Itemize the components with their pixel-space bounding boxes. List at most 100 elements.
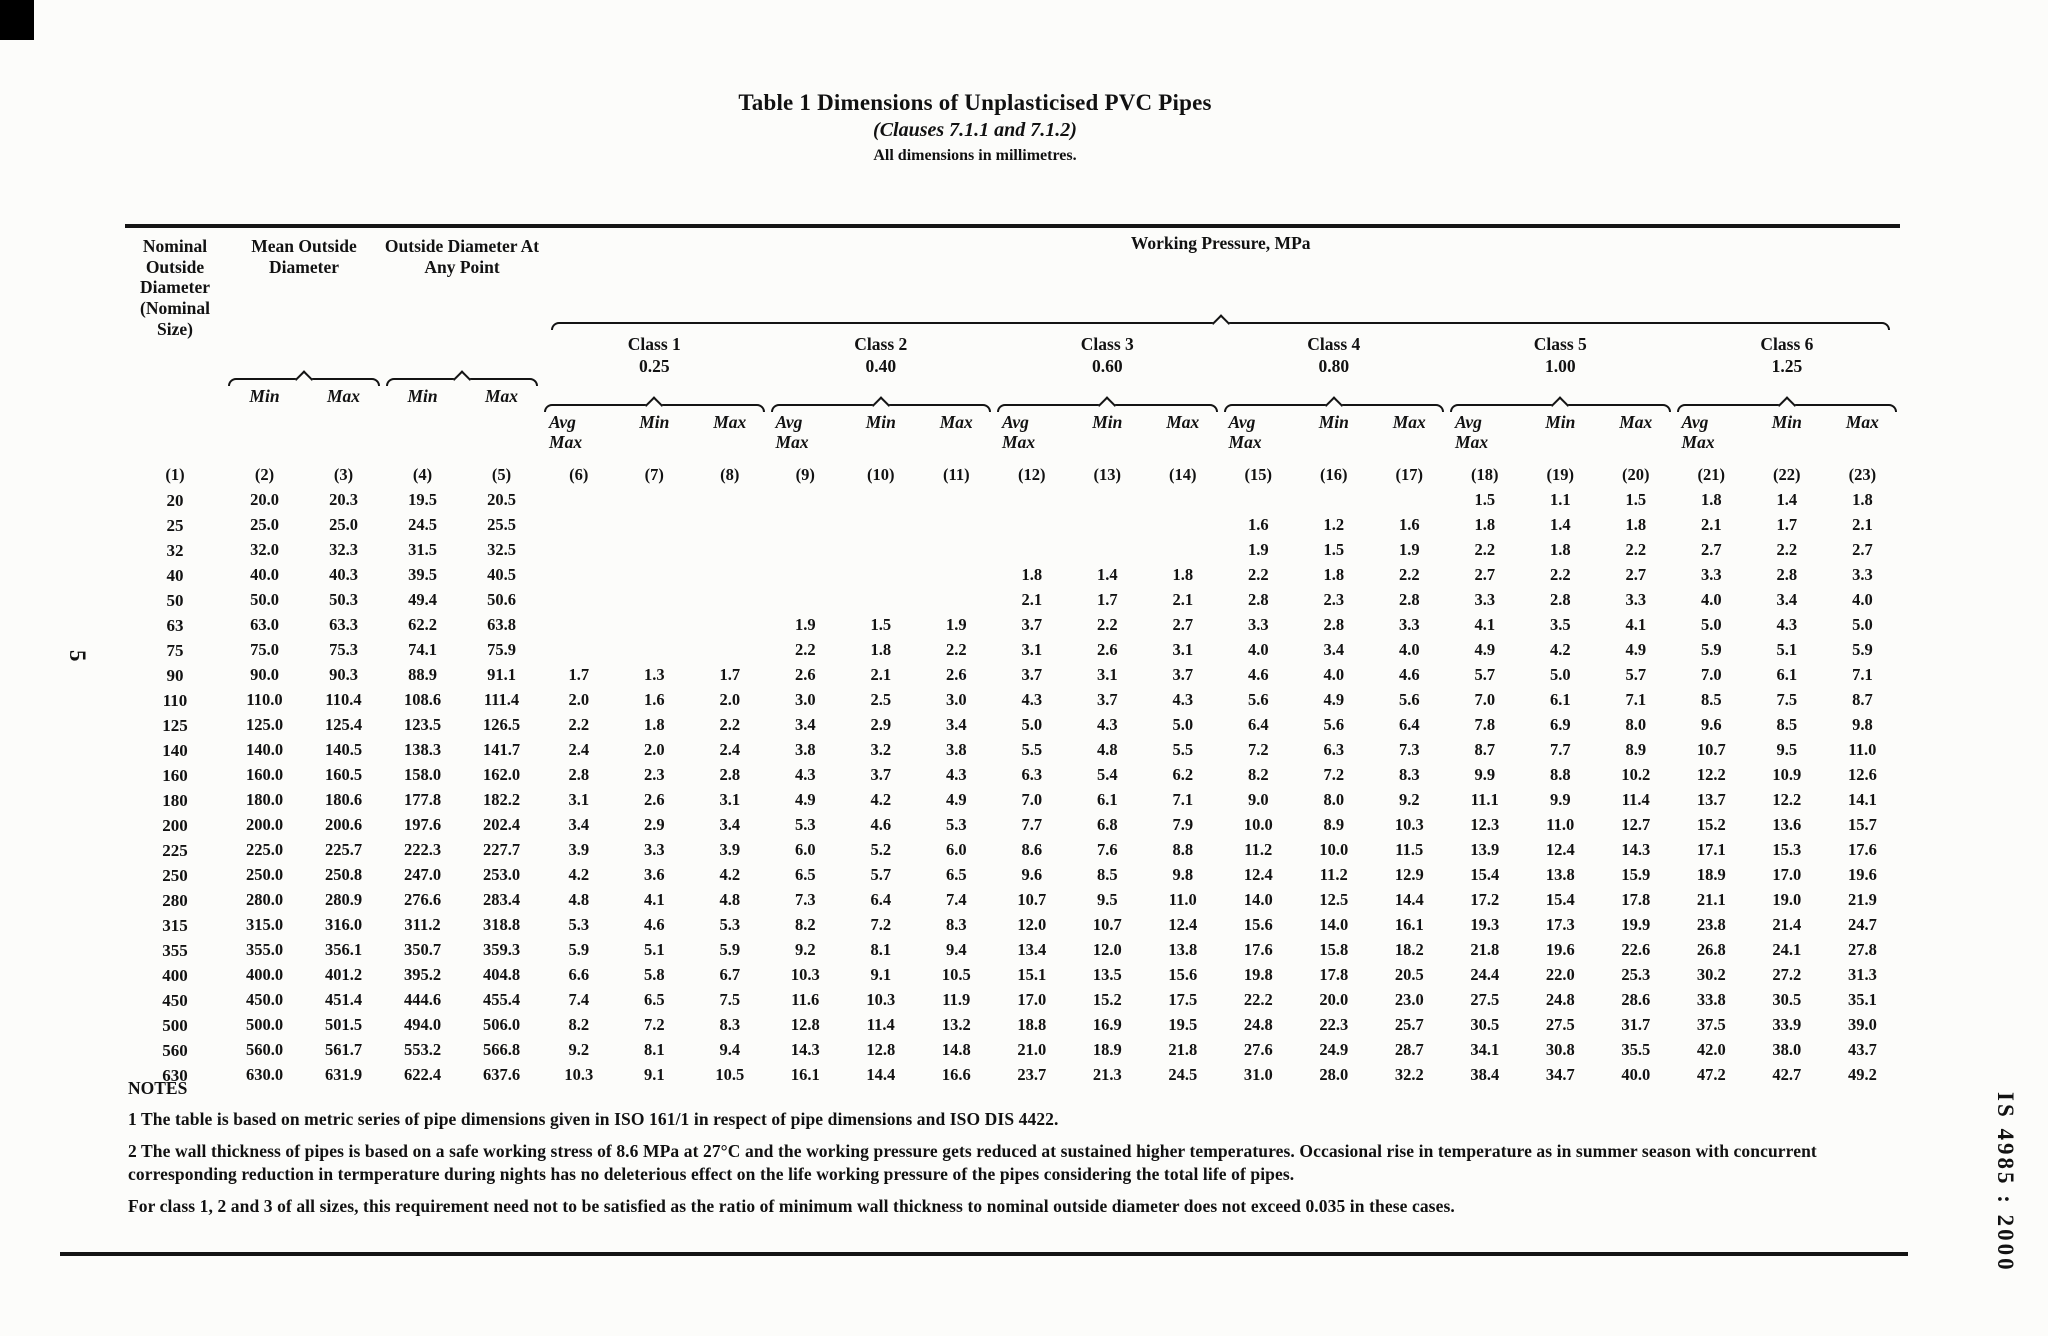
value-cell: [994, 538, 1070, 563]
value-cell: 111.4: [483, 690, 520, 710]
column-number: (11): [942, 465, 970, 484]
sub-header-avg: Avg Max: [1002, 412, 1036, 453]
value-cell: 21.8: [1168, 1040, 1198, 1060]
column-number: (2): [254, 465, 275, 484]
value-cell: 8.2: [794, 915, 816, 935]
value-cell: 2.6: [643, 790, 665, 810]
value-cell: 5.8: [643, 965, 665, 985]
value-cell: 12.8: [866, 1040, 896, 1060]
value-cell: 2.3: [1323, 590, 1345, 610]
value-cell: 7.7: [1549, 740, 1571, 760]
value-cell: 18.2: [1394, 940, 1424, 960]
value-cell: 15.2: [1696, 815, 1726, 835]
value-cell: 1.3: [643, 665, 665, 685]
brace-mean-od: [225, 330, 383, 389]
value-cell: [541, 613, 617, 638]
column-number: (3): [333, 465, 354, 484]
value-cell: 12.5: [1319, 890, 1349, 910]
value-cell: 5.7: [1474, 665, 1496, 685]
value-cell: 356.1: [324, 940, 363, 960]
value-cell: [617, 563, 693, 588]
value-cell: 12.4: [1168, 915, 1198, 935]
table-row: 25 25.0 25.0 24.5 25.5 1.6 1.2 1.6 1.8 1.4 1.8 2.1 1…: [125, 513, 1900, 538]
value-cell: 17.5: [1168, 990, 1198, 1010]
value-cell: 3.3: [643, 840, 665, 860]
column-number: (6): [569, 465, 589, 484]
value-cell: 15.2: [1092, 990, 1122, 1010]
value-cell: 75.0: [250, 640, 279, 660]
value-cell: 1.8: [1474, 515, 1496, 535]
value-cell: 50.3: [329, 590, 358, 610]
value-cell: 15.6: [1168, 965, 1198, 985]
value-cell: 28.0: [1319, 1065, 1349, 1085]
column-number: (7): [644, 465, 664, 484]
sub-header-avg: Avg Max: [549, 412, 583, 453]
value-cell: 1.1: [1549, 490, 1571, 510]
table-title: Table 1 Dimensions of Unplasticised PVC …: [738, 90, 1212, 115]
column-number: (22): [1773, 465, 1801, 484]
value-cell: [692, 488, 768, 513]
nominal-size-cell: 140: [162, 741, 188, 760]
value-cell: 5.4: [1096, 765, 1118, 785]
table-row: 50 50.0 50.3 49.4 50.6 2.1 1.7 2.1 2.8 2.3 2.8 3.3 2…: [125, 588, 1900, 613]
value-cell: 15.7: [1847, 815, 1877, 835]
value-cell: 315.0: [245, 915, 284, 935]
value-cell: [843, 513, 919, 538]
value-cell: 6.3: [1021, 765, 1043, 785]
value-cell: 5.6: [1247, 690, 1269, 710]
value-cell: 11.6: [791, 990, 820, 1010]
value-cell: 1.4: [1776, 490, 1798, 510]
value-cell: 5.7: [1625, 665, 1647, 685]
column-number: (5): [491, 465, 512, 484]
sub-header-max: Max: [484, 386, 519, 406]
value-cell: 12.8: [790, 1015, 820, 1035]
value-cell: 401.2: [324, 965, 363, 985]
value-cell: 1.9: [1247, 540, 1269, 560]
nominal-size-cell: 32: [166, 541, 184, 560]
value-cell: 10.3: [564, 1065, 594, 1085]
value-cell: 10.3: [790, 965, 820, 985]
value-cell: 25.5: [487, 515, 516, 535]
value-cell: 24.8: [1545, 990, 1575, 1010]
value-cell: 3.3: [1474, 590, 1496, 610]
column-number: (15): [1244, 465, 1273, 484]
column-number-row: (1) (2) (3) (4) (5) (6) (7) (8) (9) (10) (11) (12) (…: [125, 458, 1900, 488]
value-cell: 12.9: [1394, 865, 1424, 885]
value-cell: 158.0: [403, 765, 442, 785]
brace-od-any-point: [383, 330, 541, 389]
class-header: Class 4 0.80: [1307, 334, 1361, 376]
value-cell: 4.2: [719, 865, 741, 885]
value-cell: 15.8: [1319, 940, 1349, 960]
value-cell: 8.0: [1323, 790, 1345, 810]
value-cell: [919, 563, 995, 588]
value-cell: [994, 488, 1070, 513]
value-cell: 7.4: [568, 990, 590, 1010]
value-cell: 19.5: [408, 490, 437, 510]
value-cell: 10.9: [1772, 765, 1802, 785]
value-cell: 200.0: [245, 815, 284, 835]
value-cell: 16.6: [941, 1065, 971, 1085]
working-pressure-brace-row: [125, 306, 1900, 333]
value-cell: 13.2: [941, 1015, 971, 1035]
pipe-dimensions-table: Nominal Outside Diameter (Nominal Size) …: [125, 224, 1901, 1088]
value-cell: 7.9: [1172, 815, 1194, 835]
value-cell: 2.2: [568, 715, 590, 735]
value-cell: 8.7: [1474, 740, 1496, 760]
value-cell: 75.9: [487, 640, 516, 660]
value-cell: 10.7: [1696, 740, 1726, 760]
class-header: Class 5 1.00: [1533, 334, 1587, 376]
value-cell: 3.2: [870, 740, 892, 760]
value-cell: 4.0: [1700, 590, 1722, 610]
value-cell: 2.8: [1247, 590, 1269, 610]
value-cell: 4.0: [1323, 665, 1345, 685]
value-cell: 24.7: [1847, 915, 1877, 935]
note-1: 1 The table is based on metric series of…: [128, 1109, 1059, 1129]
value-cell: 197.6: [403, 815, 442, 835]
value-cell: [843, 538, 919, 563]
value-cell: 2.2: [1247, 565, 1269, 585]
value-cell: 355.0: [245, 940, 284, 960]
value-cell: 3.9: [719, 840, 741, 860]
value-cell: 123.5: [403, 715, 442, 735]
value-cell: 7.1: [1852, 665, 1873, 685]
